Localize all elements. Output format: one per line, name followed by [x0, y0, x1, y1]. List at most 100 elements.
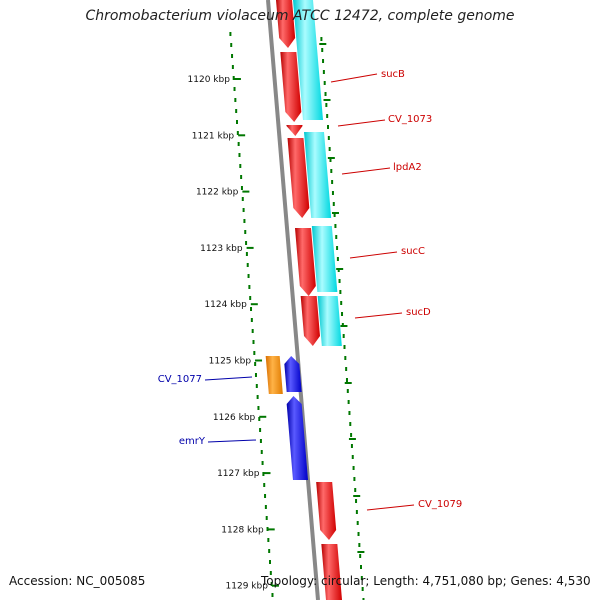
- ruler-dot: [345, 367, 348, 371]
- leader-line: [366, 504, 415, 511]
- ruler-tick-label: 1125 kbp: [209, 357, 252, 367]
- leader-line: [330, 73, 378, 83]
- ruler-dot: [355, 510, 358, 514]
- ruler-dot: [355, 499, 358, 503]
- ruler-dot: [243, 219, 246, 223]
- ruler-dot: [344, 356, 347, 360]
- ruler-dot: [332, 202, 335, 206]
- ruler-dot: [264, 494, 267, 498]
- ruler-dot: [251, 329, 254, 333]
- gene-label-CV_1077[interactable]: CV_1077: [158, 374, 202, 385]
- ruler-tick-label: 1127 kbp: [217, 469, 260, 479]
- gene-label-CV_1079[interactable]: CV_1079: [418, 499, 462, 510]
- ruler-tick-label: 1126 kbp: [213, 413, 256, 423]
- ruler-dot: [339, 290, 342, 294]
- ruler-dot: [250, 318, 253, 322]
- gene-block: [276, 0, 296, 48]
- gene-lpdA2: [287, 138, 310, 218]
- ruler-dot: [362, 598, 365, 600]
- gene-label-sucB[interactable]: sucB: [381, 69, 405, 80]
- gene-label-sucD[interactable]: sucD: [406, 307, 431, 318]
- ruler-tick-label: 1129 kbp: [226, 582, 269, 592]
- ruler-dot: [250, 307, 253, 311]
- ruler-dot: [229, 32, 232, 36]
- ruler-dot: [235, 109, 238, 113]
- ruler-dot: [231, 54, 234, 58]
- ruler-dot: [248, 285, 251, 289]
- accession-text: Accession: NC_005085: [9, 574, 146, 588]
- ruler-dot: [240, 175, 243, 179]
- conservation-track: [293, 0, 342, 346]
- ruler-dot: [322, 59, 325, 63]
- ruler-dot: [361, 587, 364, 591]
- gene-CV_1077: [284, 356, 302, 392]
- ruler-dot: [259, 439, 262, 443]
- gene-label-CV_1073[interactable]: CV_1073: [388, 114, 432, 125]
- gene-CV_1073: [286, 125, 303, 136]
- ruler-dot: [357, 532, 360, 536]
- ruler-dot: [360, 576, 363, 580]
- ruler-dot: [321, 48, 324, 52]
- ruler-dot: [263, 483, 266, 487]
- ruler-dot: [323, 81, 326, 85]
- leader-line: [204, 376, 253, 381]
- ruler-dot: [334, 224, 337, 228]
- gene-labels: sucB CV_1073 lpdA2 sucC sucD CV_1077 emrY CV_10…: [158, 69, 462, 511]
- ruler-dot: [231, 65, 234, 69]
- leader-line: [349, 251, 398, 259]
- ruler-dot: [348, 411, 351, 415]
- ruler-dot: [240, 186, 243, 190]
- gene-block: [321, 544, 342, 600]
- ruler-dot: [353, 477, 356, 481]
- gene-sucB: [280, 52, 302, 122]
- gene-label-sucC[interactable]: sucC: [401, 246, 425, 257]
- ruler-dot: [340, 301, 343, 305]
- ruler-dot: [320, 37, 323, 41]
- conservation-block: [304, 132, 332, 218]
- ruler-dot: [269, 571, 272, 575]
- ruler-dot: [324, 92, 327, 96]
- ruler-dot: [350, 433, 353, 437]
- ruler-dot: [239, 164, 242, 168]
- map-title: Chromobacterium violaceum ATCC 12472, co…: [85, 8, 515, 24]
- ruler-dot: [258, 417, 261, 421]
- ruler-dot: [244, 230, 247, 234]
- ruler-tick-label: 1121 kbp: [192, 131, 235, 141]
- ruler-dot: [343, 345, 346, 349]
- ruler-dot: [333, 213, 336, 217]
- gene-label-lpdA2[interactable]: lpdA2: [393, 162, 422, 173]
- ruler-dot: [241, 197, 244, 201]
- gene-CV_1079: [316, 482, 337, 540]
- ruler-dot: [341, 312, 344, 316]
- ruler-tick-label: 1128 kbp: [221, 525, 264, 535]
- ruler-dot: [249, 296, 252, 300]
- gene-sucC: [295, 228, 316, 296]
- ruler-dot: [236, 120, 238, 124]
- ruler-dot: [237, 142, 240, 146]
- ruler-dot: [328, 147, 331, 151]
- leader-line: [341, 167, 391, 175]
- gene-label-emrY[interactable]: emrY: [179, 436, 206, 447]
- gene-orange-feature: [265, 356, 283, 394]
- ruler-dot: [260, 450, 263, 454]
- ruler-dot: [350, 444, 353, 448]
- ruler-dot: [345, 378, 348, 382]
- ruler-dot: [347, 400, 350, 404]
- ruler-dot: [342, 334, 345, 338]
- ruler-dot: [245, 241, 248, 245]
- ruler-dot: [230, 43, 233, 47]
- leader-line: [354, 312, 403, 319]
- ruler-dot: [354, 488, 357, 492]
- ruler-tick-label: 1123 kbp: [200, 244, 243, 254]
- ruler-tick-label: 1124 kbp: [204, 300, 247, 310]
- ruler-dot: [268, 549, 271, 553]
- ruler-dot: [238, 153, 241, 157]
- ruler-dot: [356, 521, 359, 525]
- ruler-dot: [261, 461, 264, 465]
- ruler-dot: [322, 70, 325, 74]
- position-ruler: 1120 kbp 1121 kbp 1122 kbp 1123 kbp 1124 kbp…: [188, 75, 279, 592]
- ruler-dot: [233, 87, 236, 91]
- ruler-dot: [246, 263, 249, 267]
- ruler-dot: [352, 466, 355, 470]
- ruler-dot: [253, 351, 256, 355]
